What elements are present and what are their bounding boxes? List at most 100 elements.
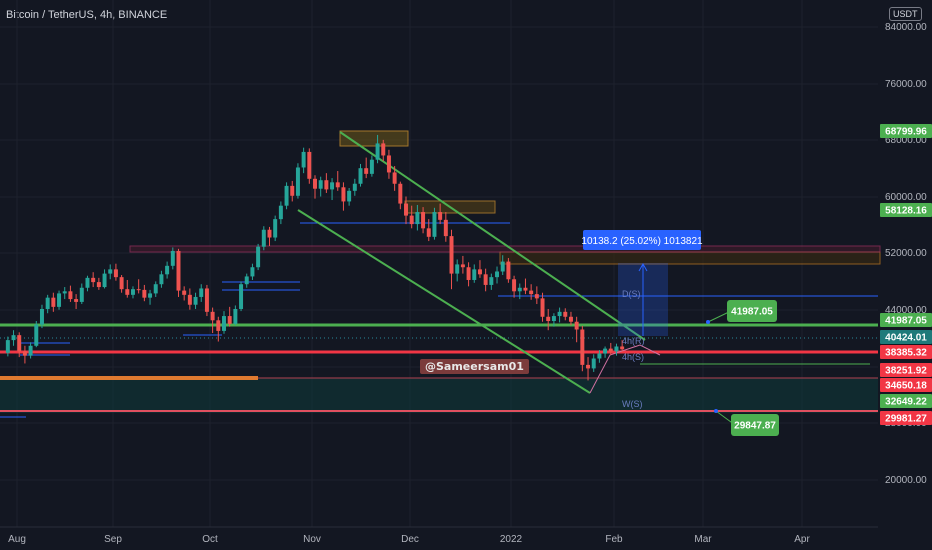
candle-body — [113, 269, 118, 278]
candles — [5, 134, 625, 381]
candle-body — [148, 293, 153, 298]
candle-body — [187, 294, 192, 305]
price-tick-label: 60000.00 — [885, 192, 927, 203]
candle-body — [620, 346, 625, 350]
candle-body — [295, 167, 300, 196]
level-label: 4h(R) — [622, 336, 645, 346]
price-callouts: 41987.05 29847.87 — [706, 300, 779, 436]
candle-body — [341, 187, 346, 202]
candle-body — [176, 250, 181, 291]
candle-body — [551, 316, 556, 322]
candle-body — [239, 284, 244, 309]
candle-body — [108, 269, 113, 274]
candle-body — [369, 159, 374, 174]
time-tick-label: Aug — [8, 534, 26, 545]
candle-body — [404, 203, 408, 216]
candle-body — [96, 282, 101, 288]
price-badge-label: 41987.05 — [885, 316, 927, 327]
candle-body — [17, 335, 22, 352]
callout-anchor — [714, 409, 718, 413]
candle-body — [449, 236, 454, 274]
candle-body — [233, 308, 238, 324]
candle-body — [210, 311, 215, 321]
candle-body — [91, 277, 96, 283]
candle-body — [51, 297, 56, 307]
measure-arrowhead — [638, 262, 648, 272]
author-watermark: @Sameersam01 — [420, 359, 529, 374]
candle-body — [85, 277, 90, 288]
candle-body — [250, 267, 255, 277]
level-label: W(S) — [622, 399, 643, 409]
candle-body — [603, 348, 608, 354]
currency-button[interactable]: USDT — [889, 7, 922, 21]
candle-body — [199, 288, 204, 297]
candle-body — [68, 291, 73, 300]
candle-body — [608, 348, 613, 352]
candle-body — [216, 320, 221, 331]
candle-body — [28, 345, 33, 356]
callout-label: 29847.87 — [734, 421, 776, 432]
price-badge — [880, 124, 932, 138]
candle-body — [267, 229, 272, 238]
time-tick-label: 2022 — [500, 534, 523, 545]
channel-lower — [297, 209, 591, 394]
candle-body — [438, 212, 443, 220]
callout-label: 41987.05 — [731, 307, 773, 318]
candle-body — [273, 219, 278, 238]
price-badge — [880, 203, 932, 217]
candle-body — [586, 364, 591, 369]
measure-label-bg — [583, 230, 701, 250]
candle-body — [529, 290, 534, 295]
candle-body — [421, 212, 426, 229]
price-badge-label: 68799.96 — [885, 127, 927, 138]
candle-body — [512, 279, 517, 292]
candle-body — [57, 293, 62, 307]
candle-body — [261, 229, 266, 247]
projection-line — [589, 344, 661, 394]
candle-body — [460, 264, 465, 268]
price-tick-label: 76000.00 — [885, 79, 927, 90]
time-tick-label: Apr — [794, 534, 810, 545]
candle-body — [125, 289, 130, 295]
price-badge — [880, 411, 932, 425]
price-tick-label: 44000.00 — [885, 305, 927, 316]
candle-body — [574, 321, 579, 330]
candle-body — [307, 151, 312, 179]
candle-body — [568, 316, 573, 322]
candle-body — [347, 190, 352, 202]
candle-body — [557, 311, 562, 317]
price-badge — [880, 313, 932, 327]
callout-box — [727, 300, 777, 322]
price-badge — [880, 345, 932, 359]
zone-boxes — [0, 130, 881, 413]
callout-anchor — [706, 320, 710, 324]
time-tick-label: Mar — [694, 534, 712, 545]
price-badge-label: 34650.18 — [885, 381, 927, 392]
time-tick-label: Nov — [303, 534, 321, 545]
price-badge-label: 58128.16 — [885, 206, 927, 217]
candle-body — [39, 308, 44, 325]
time-tick-label: Sep — [104, 534, 122, 545]
candle-body — [204, 288, 209, 312]
candle-body — [62, 291, 67, 294]
candle-body — [443, 219, 448, 237]
time-tick-label: Oct — [202, 534, 218, 545]
candle-body — [318, 180, 323, 189]
callout-box — [731, 414, 779, 436]
candle-body — [466, 267, 471, 280]
price-badge-label: 38385.32 — [885, 348, 927, 359]
resistance-zone — [129, 245, 881, 253]
candle-body — [352, 183, 357, 191]
candle-body — [313, 178, 317, 189]
candle-body — [432, 212, 437, 237]
candle-body — [591, 358, 596, 369]
candle-body — [165, 265, 170, 275]
candle-body — [159, 274, 164, 285]
price-badges: 68799.96 58128.16 41987.05 40424.01 38385.32… — [880, 124, 932, 425]
candle-body — [415, 212, 420, 225]
level-label: D(S) — [622, 289, 641, 299]
candle-body — [483, 274, 488, 285]
candle-body — [398, 183, 403, 204]
candle-body — [11, 335, 16, 341]
